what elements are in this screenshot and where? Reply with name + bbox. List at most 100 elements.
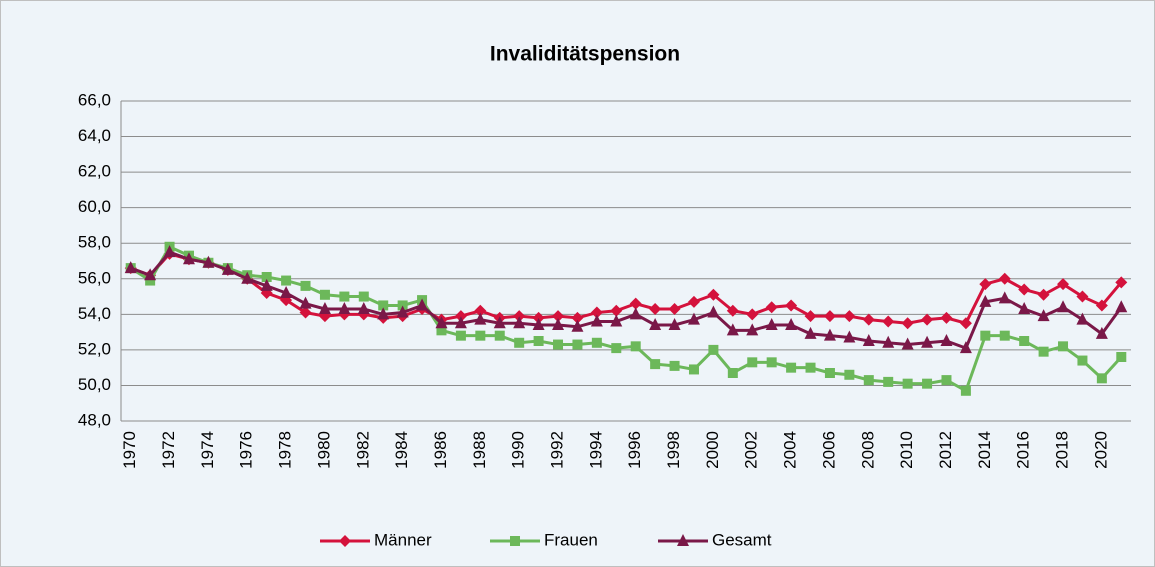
y-tick-label: 48,0 — [78, 410, 111, 429]
data-point — [940, 334, 953, 346]
data-point — [493, 316, 506, 329]
x-tick-label: 2004 — [781, 431, 800, 469]
data-point — [396, 305, 409, 318]
data-point — [611, 343, 622, 354]
data-point — [707, 305, 720, 318]
legend-marker — [510, 536, 520, 546]
y-tick-label: 64,0 — [78, 126, 111, 145]
data-point — [1115, 276, 1128, 289]
data-point — [765, 318, 778, 330]
x-tick-label: 2016 — [1014, 431, 1033, 469]
data-point — [979, 294, 992, 307]
x-tick-label: 2002 — [742, 431, 761, 469]
data-point — [998, 291, 1011, 304]
data-point — [454, 316, 467, 329]
data-point — [998, 272, 1011, 285]
x-tick-label: 2008 — [858, 431, 877, 469]
data-point — [823, 328, 836, 341]
data-point — [145, 275, 156, 286]
data-point — [221, 262, 234, 275]
data-point — [921, 335, 934, 348]
data-point — [532, 311, 545, 324]
x-tick-label: 1970 — [120, 431, 139, 469]
data-point — [377, 307, 390, 320]
data-point — [902, 378, 913, 389]
y-tick-label: 66,0 — [78, 90, 111, 109]
y-tick-label: 58,0 — [78, 233, 111, 252]
x-tick-label: 1996 — [625, 431, 644, 469]
data-point — [553, 339, 564, 350]
data-point — [901, 317, 914, 330]
data-point — [260, 278, 273, 291]
data-point — [454, 310, 467, 323]
data-point — [707, 288, 720, 301]
y-tick-label: 50,0 — [78, 375, 111, 394]
data-point — [668, 318, 681, 330]
data-point — [610, 314, 623, 327]
data-point — [1058, 341, 1069, 352]
x-tick-label: 2020 — [1091, 431, 1110, 469]
data-point — [1076, 290, 1089, 303]
data-point — [590, 306, 603, 319]
data-point — [552, 318, 565, 330]
x-tick-label: 1976 — [237, 431, 256, 469]
data-point — [980, 330, 991, 341]
data-point — [261, 272, 272, 282]
data-point — [474, 312, 487, 325]
data-point — [960, 385, 971, 396]
x-tick-label: 1982 — [353, 431, 372, 469]
data-point — [746, 308, 759, 321]
data-point — [590, 314, 603, 327]
data-point — [436, 325, 447, 336]
data-point — [726, 323, 739, 336]
data-point — [319, 289, 330, 300]
legend-label: Gesamt — [712, 530, 772, 549]
data-point — [1096, 373, 1107, 384]
data-point — [397, 300, 408, 311]
data-point — [1037, 309, 1050, 322]
data-point — [1057, 300, 1070, 313]
x-tick-label: 1988 — [470, 431, 489, 469]
data-point — [591, 337, 602, 348]
data-point — [883, 376, 894, 387]
data-point — [882, 335, 895, 348]
x-tick-label: 1986 — [431, 431, 450, 469]
data-point — [843, 310, 856, 323]
data-point — [630, 341, 641, 352]
data-point — [649, 303, 662, 315]
data-point — [843, 330, 856, 343]
data-point — [687, 295, 700, 308]
data-point — [1018, 302, 1031, 314]
data-point — [1018, 283, 1031, 296]
data-point — [765, 301, 778, 314]
y-tick-label: 60,0 — [78, 197, 111, 216]
x-tick-label: 1994 — [586, 431, 605, 469]
data-point — [572, 339, 583, 350]
y-tick-label: 62,0 — [78, 162, 111, 181]
data-point — [533, 336, 544, 346]
data-point — [649, 318, 662, 330]
data-point — [726, 304, 739, 317]
x-tick-label: 1974 — [198, 431, 217, 469]
data-point — [338, 302, 351, 314]
data-point — [669, 360, 680, 371]
data-point — [687, 312, 700, 325]
data-point — [299, 306, 312, 319]
data-point — [435, 316, 448, 329]
data-point — [610, 304, 623, 317]
x-tick-label: 1972 — [159, 431, 178, 469]
data-point — [805, 362, 816, 373]
data-point — [746, 323, 759, 336]
data-point — [901, 337, 914, 350]
data-point — [922, 378, 933, 389]
data-point — [532, 318, 545, 330]
x-tick-label: 1980 — [314, 431, 333, 469]
data-point — [513, 316, 526, 329]
legend-marker — [677, 534, 689, 546]
data-point — [824, 368, 835, 378]
data-point — [668, 303, 681, 315]
data-point — [708, 344, 719, 355]
data-point — [1095, 326, 1108, 339]
x-tick-label: 2000 — [703, 431, 722, 469]
